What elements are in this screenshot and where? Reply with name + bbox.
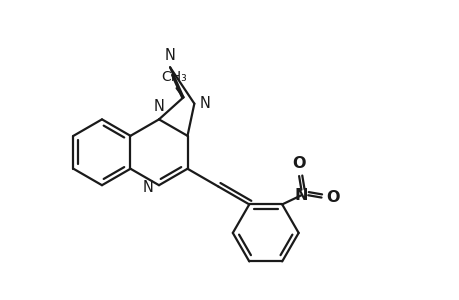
Text: CH₃: CH₃ <box>161 70 187 84</box>
Text: N: N <box>294 188 308 203</box>
Text: N: N <box>164 48 175 63</box>
Text: N: N <box>199 96 210 111</box>
Text: N: N <box>153 99 164 114</box>
Text: N: N <box>142 180 153 195</box>
Text: O: O <box>325 190 339 205</box>
Text: O: O <box>292 157 305 172</box>
